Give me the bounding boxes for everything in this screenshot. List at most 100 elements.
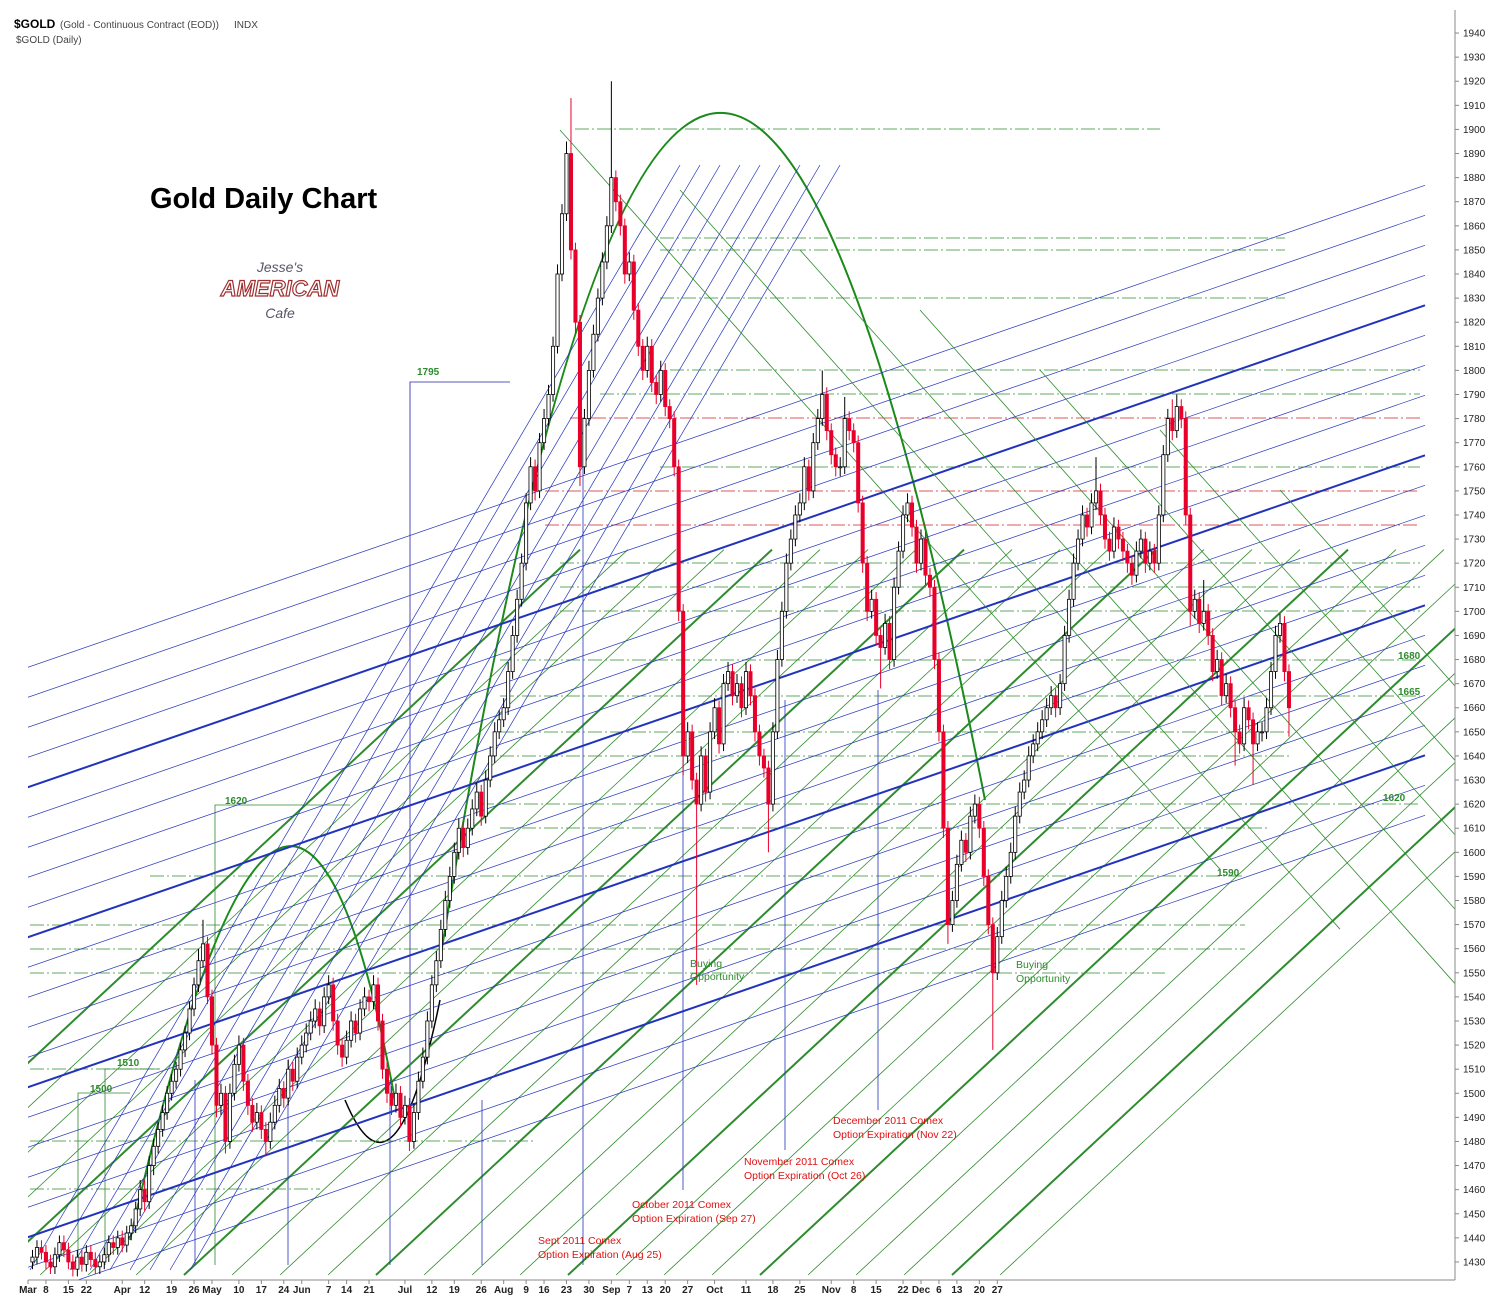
trendline (807, 672, 1455, 1276)
candle-body (551, 345, 556, 395)
symbol: $GOLD (14, 17, 56, 31)
candle-body (806, 466, 811, 492)
candle-body (1129, 562, 1134, 576)
candle-body (286, 1068, 291, 1099)
candle-body (438, 929, 443, 962)
candles (30, 81, 1291, 1277)
y-tick-label: 1520 (1463, 1041, 1486, 1052)
candle-body (1210, 635, 1215, 672)
candle-body (138, 1189, 143, 1210)
candle-body (115, 1237, 120, 1248)
y-tick-label: 1930 (1463, 53, 1486, 64)
trendline (711, 583, 1455, 1276)
candle-body (335, 1020, 340, 1046)
candle-body (914, 526, 919, 564)
annotation: Option Expiration (Nov 22) (833, 1129, 957, 1141)
candle-body (1022, 779, 1027, 793)
candle-body (694, 779, 699, 805)
candle-body (1152, 550, 1157, 564)
candle-body (699, 755, 704, 805)
candle-body (196, 960, 201, 986)
chart-title: Gold Daily Chart (150, 183, 378, 215)
candle-body (1067, 598, 1072, 636)
candle-body (586, 369, 591, 419)
candle-body (999, 900, 1004, 938)
x-tick-label: Oct (706, 1285, 723, 1296)
trendline (69, 164, 721, 1271)
trendline (129, 164, 781, 1271)
candle-body (241, 1044, 246, 1082)
candle-body (1058, 683, 1063, 709)
candle-body (402, 1104, 407, 1118)
x-tick-label: 7 (326, 1285, 332, 1296)
candle-body (627, 261, 632, 275)
trendline (28, 544, 1426, 1028)
candle-body (218, 1092, 223, 1106)
candle-body (209, 996, 214, 1046)
candle-body (313, 1008, 318, 1022)
x-tick-label: 8 (851, 1285, 857, 1296)
candle-body (932, 586, 937, 660)
candle-body (559, 213, 565, 275)
candle-body (223, 1092, 228, 1142)
candle-body (1219, 659, 1224, 697)
y-tick-label: 1810 (1463, 342, 1486, 353)
candle-body (1269, 671, 1274, 709)
candle-body (389, 1092, 394, 1106)
x-tick-label: 13 (951, 1285, 963, 1296)
y-tick-label: 1710 (1463, 583, 1486, 594)
y-tick-label: 1860 (1463, 221, 1486, 232)
candle-body (1076, 538, 1081, 564)
candle-body (568, 153, 573, 251)
candle-body (609, 177, 614, 227)
level-label: 1590 (1217, 868, 1240, 879)
candle-body (1174, 406, 1179, 432)
candle-body (165, 1092, 170, 1113)
candle-body (941, 731, 946, 829)
candle-body (640, 345, 645, 371)
candle-body (1040, 719, 1045, 733)
candle-body (1147, 550, 1152, 564)
candle-body (1165, 418, 1170, 456)
x-tick-label: 30 (583, 1285, 595, 1296)
x-tick-label: 21 (363, 1285, 375, 1296)
candle-body (820, 394, 825, 419)
candle-body (160, 1112, 165, 1130)
candle-body (887, 623, 892, 660)
y-tick-label: 1870 (1463, 197, 1486, 208)
candle-body (488, 755, 493, 781)
candle-body (84, 1251, 89, 1265)
trendline (799, 249, 1455, 985)
candle-body (353, 1020, 358, 1034)
candle-body (681, 610, 686, 757)
y-tick-label: 1570 (1463, 920, 1486, 931)
y-tick-label: 1670 (1463, 679, 1486, 690)
candle-body (1161, 454, 1166, 516)
candle-body (901, 514, 906, 552)
candle-body (398, 1092, 403, 1118)
logo-text: Jesse's (256, 259, 303, 275)
trendline (663, 549, 1445, 1276)
candle-body (1093, 490, 1099, 504)
trendline (28, 424, 1426, 908)
x-tick-label: 22 (81, 1285, 93, 1296)
bracket (409, 381, 510, 1130)
candle-body (88, 1251, 93, 1260)
candle-body (573, 249, 578, 323)
candle-body (793, 514, 798, 540)
candle-body (192, 984, 197, 1010)
trendline (919, 309, 1455, 910)
trendline (28, 548, 581, 1065)
candle-body (443, 900, 448, 930)
candle-body (775, 659, 780, 733)
candle-body (833, 454, 838, 468)
x-tick-label: 20 (974, 1285, 986, 1296)
trendline (1039, 369, 1455, 836)
candle-body (57, 1242, 62, 1256)
candle-body (1116, 526, 1121, 540)
candle-body (582, 418, 587, 468)
trendline (28, 304, 1426, 789)
y-tick-label: 1500 (1463, 1089, 1486, 1100)
candle-body (317, 1008, 322, 1027)
x-tick-label: 15 (871, 1285, 883, 1296)
